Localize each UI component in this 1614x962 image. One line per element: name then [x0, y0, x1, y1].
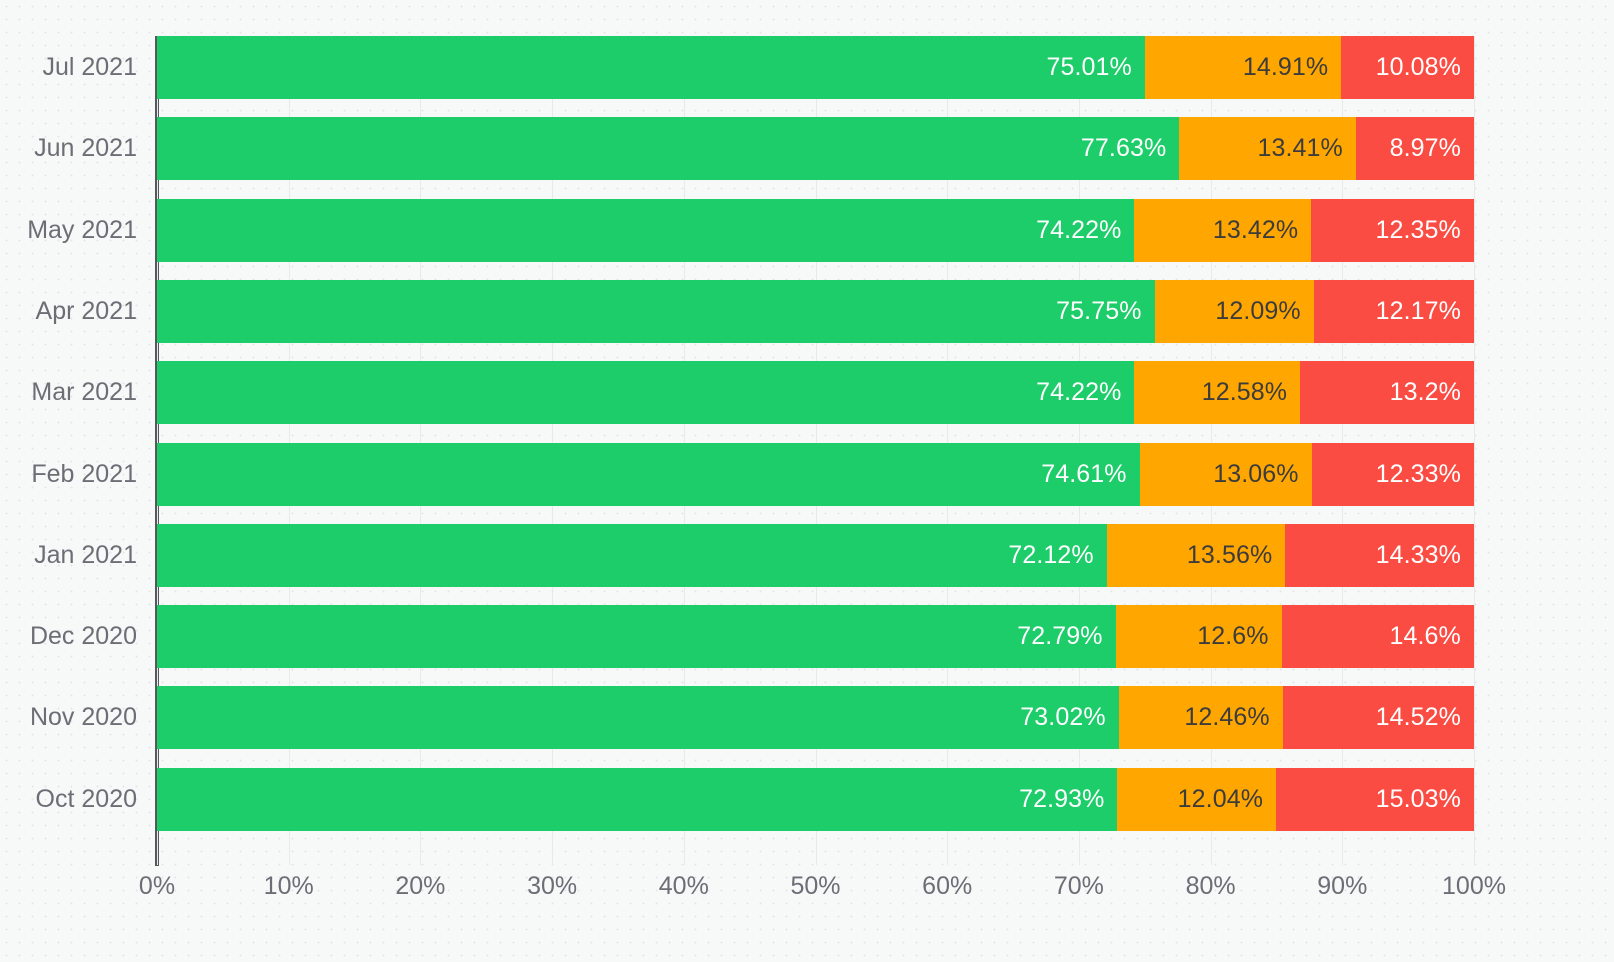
- bar-segment-green[interactable]: 74.22%: [157, 361, 1135, 425]
- bar-segment-green[interactable]: 77.63%: [157, 117, 1180, 181]
- y-axis-label: Jul 2021: [42, 53, 137, 81]
- bar-segment-label: 12.33%: [1375, 459, 1461, 488]
- bar-segment-green[interactable]: 72.12%: [157, 523, 1107, 587]
- bar-segment-red[interactable]: 15.03%: [1276, 767, 1474, 831]
- bar-segment-label: 13.06%: [1213, 459, 1299, 488]
- y-axis-label: Jun 2021: [34, 134, 137, 163]
- bar-row: 74.22% 12.58% 13.2%: [157, 361, 1474, 425]
- bar-segment-orange[interactable]: 12.46%: [1118, 686, 1283, 750]
- bar-segment-orange[interactable]: 14.91%: [1144, 36, 1342, 99]
- bar-segment-label: 72.12%: [1008, 540, 1094, 569]
- bar-segment-orange[interactable]: 12.6%: [1115, 605, 1282, 669]
- plot-area: 75.01% 14.91% 10.08% 77.63% 13.41% 8.97% 74.22…: [157, 36, 1475, 865]
- bar-segment-label: 13.56%: [1186, 540, 1273, 569]
- gridline: [1474, 36, 1475, 865]
- bar-row: 72.93% 12.04% 15.03%: [157, 767, 1474, 831]
- bar-segment-label: 74.61%: [1041, 459, 1127, 488]
- bar-segment-label: 77.63%: [1080, 134, 1167, 163]
- x-axis-label: 10%: [263, 872, 314, 900]
- y-axis-label: Mar 2021: [31, 378, 137, 407]
- x-axis-label: 90%: [1317, 872, 1368, 900]
- bar-rows: 75.01% 14.91% 10.08% 77.63% 13.41% 8.97% 74.22…: [157, 36, 1474, 865]
- bar-segment-label: 13.42%: [1212, 215, 1299, 244]
- bar-segment-orange[interactable]: 12.04%: [1117, 767, 1277, 831]
- bar-row: 72.12% 13.56% 14.33%: [157, 523, 1474, 587]
- bar-segment-label: 74.22%: [1036, 215, 1122, 244]
- bar-segment-label: 72.93%: [1019, 784, 1105, 813]
- bar-segment-label: 8.97%: [1389, 134, 1461, 163]
- bar-segment-green[interactable]: 73.02%: [157, 686, 1119, 750]
- x-axis-label: 80%: [1185, 872, 1236, 900]
- bar-segment-label: 12.58%: [1201, 378, 1288, 407]
- bar-segment-label: 15.03%: [1375, 784, 1461, 813]
- bar-segment-orange[interactable]: 13.06%: [1139, 442, 1312, 506]
- bar-segment-label: 13.41%: [1257, 134, 1343, 163]
- bar-segment-orange[interactable]: 12.09%: [1154, 279, 1314, 343]
- y-axis-label: Apr 2021: [35, 296, 137, 325]
- x-axis-label: 0%: [138, 872, 176, 900]
- x-axis-label: 50%: [790, 872, 841, 900]
- y-axis-label: Feb 2021: [31, 459, 137, 488]
- bar-row: 73.02% 12.46% 14.52%: [157, 686, 1474, 750]
- bar-segment-label: 12.46%: [1184, 703, 1270, 732]
- bar-segment-label: 14.6%: [1389, 622, 1461, 651]
- bar-segment-label: 12.09%: [1215, 296, 1301, 325]
- bar-row: 75.01% 14.91% 10.08%: [157, 36, 1474, 99]
- bar-segment-orange[interactable]: 12.58%: [1134, 361, 1301, 425]
- x-axis-tick-labels: 0% 10% 20% 30% 40% 50% 60% 70% 80% 90% 100%: [139, 872, 1506, 912]
- bar-segment-orange[interactable]: 13.42%: [1134, 198, 1312, 262]
- bar-segment-red[interactable]: 8.97%: [1355, 117, 1474, 181]
- y-axis-label: May 2021: [27, 215, 137, 244]
- bar-segment-red[interactable]: 10.08%: [1341, 36, 1474, 99]
- bar-row: 72.79% 12.6% 14.6%: [157, 605, 1474, 669]
- bar-segment-label: 12.04%: [1177, 784, 1264, 813]
- bar-segment-label: 12.35%: [1375, 215, 1461, 244]
- x-axis-label: 70%: [1053, 872, 1104, 900]
- bar-segment-orange[interactable]: 13.56%: [1106, 523, 1286, 587]
- y-axis-label: Oct 2020: [35, 784, 137, 813]
- bar-segment-green[interactable]: 75.75%: [157, 279, 1155, 343]
- x-axis-label: 20%: [395, 872, 446, 900]
- y-axis-label: Nov 2020: [29, 703, 137, 732]
- bar-segment-label: 75.75%: [1056, 296, 1142, 325]
- bar-row: 77.63% 13.41% 8.97%: [157, 117, 1474, 181]
- bar-segment-red[interactable]: 12.35%: [1311, 198, 1474, 262]
- bar-segment-label: 12.17%: [1375, 296, 1461, 325]
- bar-segment-green[interactable]: 75.01%: [157, 36, 1145, 99]
- bar-segment-label: 14.52%: [1375, 703, 1461, 732]
- bar-segment-red[interactable]: 14.6%: [1281, 605, 1474, 669]
- x-axis-label: 30%: [527, 872, 578, 900]
- bar-segment-label: 14.91%: [1242, 53, 1329, 81]
- bar-segment-red[interactable]: 12.17%: [1313, 279, 1474, 343]
- bar-segment-red[interactable]: 12.33%: [1311, 442, 1474, 506]
- bar-row: 74.22% 13.42% 12.35%: [157, 198, 1474, 262]
- bar-segment-label: 74.22%: [1036, 378, 1122, 407]
- bar-segment-green[interactable]: 72.93%: [157, 767, 1118, 831]
- bar-segment-red[interactable]: 13.2%: [1300, 361, 1474, 425]
- bar-segment-label: 12.6%: [1197, 622, 1269, 651]
- bar-segment-green[interactable]: 74.61%: [157, 442, 1140, 506]
- y-axis-label: Jan 2021: [34, 540, 137, 569]
- bar-segment-orange[interactable]: 13.41%: [1179, 117, 1356, 181]
- x-axis-label: 60%: [922, 872, 973, 900]
- bar-segment-label: 73.02%: [1020, 703, 1106, 732]
- y-axis-label: Dec 2020: [29, 622, 137, 651]
- bar-segment-green[interactable]: 72.79%: [157, 605, 1116, 669]
- bar-segment-label: 10.08%: [1375, 53, 1461, 81]
- y-axis-category-labels: Jul 2021 Jun 2021 May 2021 Apr 2021 Mar 2021…: [0, 36, 137, 865]
- x-axis-label: 100%: [1442, 872, 1506, 900]
- bar-row: 74.61% 13.06% 12.33%: [157, 442, 1474, 506]
- bar-segment-label: 14.33%: [1375, 540, 1461, 569]
- bar-segment-label: 75.01%: [1046, 53, 1132, 81]
- bar-segment-label: 13.2%: [1389, 378, 1461, 407]
- bar-segment-red[interactable]: 14.52%: [1282, 686, 1474, 750]
- x-axis-label: 40%: [658, 872, 709, 900]
- bar-segment-green[interactable]: 74.22%: [157, 198, 1135, 262]
- bar-row: 75.75% 12.09% 12.17%: [157, 279, 1474, 343]
- bar-segment-red[interactable]: 14.33%: [1285, 523, 1474, 587]
- bar-segment-label: 72.79%: [1017, 622, 1103, 651]
